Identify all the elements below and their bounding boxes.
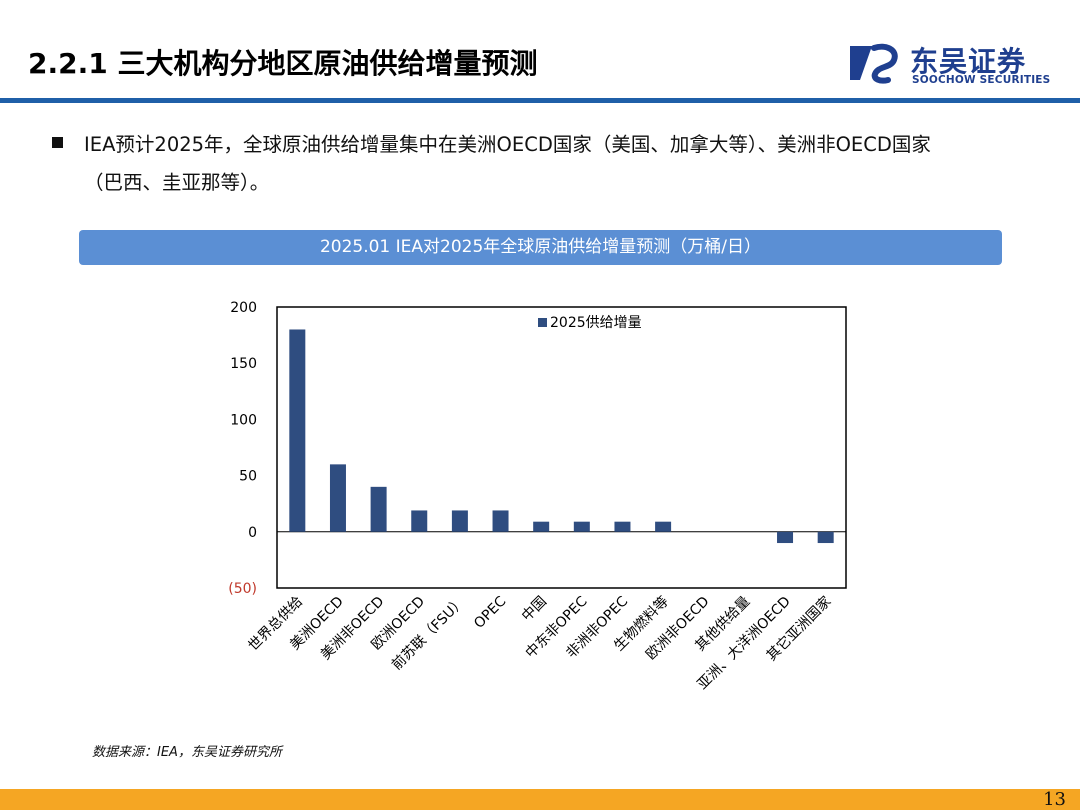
data-source: 数据来源：IEA，东吴证券研究所	[92, 745, 282, 760]
bar	[289, 329, 306, 532]
header-divider	[0, 98, 1080, 103]
bullet-square-icon	[52, 137, 63, 148]
logo-chinese-name: 东吴证券	[910, 45, 1027, 78]
footer-bar	[0, 789, 1080, 810]
bar	[817, 531, 834, 544]
soochow-logo-icon	[850, 43, 898, 84]
page-title: 2.2.1 三大机构分地区原油供给增量预测	[28, 47, 538, 80]
bar	[573, 521, 590, 532]
bar	[614, 521, 631, 532]
logo-english-name: SOOCHOW SECURITIES	[912, 74, 1051, 86]
y-tick-label: 100	[230, 412, 257, 428]
y-tick-label: 200	[230, 300, 257, 316]
supply-increment-chart: 200150100500(50)世界总供给美洲OECD美洲非OECD欧洲OECD…	[228, 300, 847, 693]
x-tick-label: 中国	[519, 594, 550, 625]
bar	[655, 521, 672, 532]
x-tick-label: 前苏联（FSU）	[388, 593, 469, 674]
plot-frame	[276, 306, 847, 589]
y-tick-label: 0	[248, 525, 257, 541]
y-tick-label: (50)	[228, 581, 257, 597]
x-tick-label: OPEC	[471, 593, 509, 631]
chart-title-banner: 2025.01 IEA对2025年全球原油供给增量预测（万桶/日）	[79, 230, 1002, 265]
bar	[451, 510, 468, 532]
bar	[492, 510, 509, 532]
page-number: 13	[1043, 789, 1066, 810]
bar	[411, 510, 428, 532]
bar	[533, 521, 550, 532]
y-tick-label: 150	[230, 356, 257, 372]
bullet-line-1: IEA预计2025年，全球原油供给增量集中在美洲OECD国家（美国、加拿大等）、…	[84, 133, 931, 156]
y-tick-label: 50	[239, 469, 257, 485]
bullet-text: IEA预计2025年，全球原油供给增量集中在美洲OECD国家（美国、加拿大等）、…	[84, 126, 1024, 202]
bar	[329, 464, 346, 532]
company-logo: 东吴证券 SOOCHOW SECURITIES	[848, 40, 1058, 88]
bar	[777, 531, 794, 544]
bullet-line-2: （巴西、圭亚那等）。	[84, 171, 270, 194]
legend-swatch	[538, 318, 547, 327]
legend-label: 2025供给增量	[550, 315, 642, 331]
bar	[370, 486, 387, 532]
